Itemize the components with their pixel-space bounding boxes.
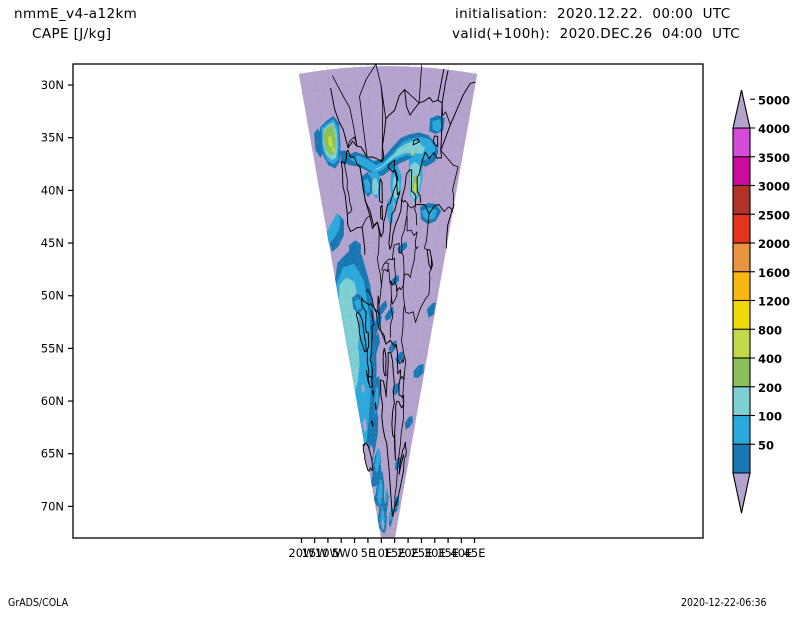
initialisation-time-label: initialisation: 2020.12.22. 00:00 UTC bbox=[455, 6, 731, 22]
x-axis-tick-label: 40E bbox=[450, 546, 472, 560]
colorbar-tick-label: 200 bbox=[758, 381, 782, 395]
y-axis-tick-label: 55N bbox=[41, 341, 64, 355]
valid-time-label: valid(+100h): 2020.DEC.26 04:00 UTC bbox=[452, 26, 741, 42]
colorbar-band bbox=[732, 386, 751, 417]
x-axis-tick-label: 5W bbox=[332, 546, 351, 560]
colorbar-band bbox=[732, 357, 751, 388]
x-axis-tick-label: 25E bbox=[410, 546, 432, 560]
colorbar-band bbox=[732, 414, 751, 446]
colorbar-tick-label: 100 bbox=[758, 410, 782, 424]
colorbar-band bbox=[732, 443, 751, 474]
variable-name-label: CAPE [J/kg] bbox=[32, 26, 112, 42]
y-axis-tick-label: 35N bbox=[41, 131, 64, 145]
colorbar-tick-label: 2000 bbox=[758, 237, 790, 251]
x-axis-tick-label: 0 bbox=[351, 546, 358, 560]
colorbar-tick-label: 3000 bbox=[758, 180, 790, 194]
colorbar-tick-label: 50 bbox=[758, 438, 774, 452]
colorbar-tick-label: 1200 bbox=[758, 295, 790, 309]
y-axis-tick-label: 50N bbox=[41, 289, 64, 303]
footer-credit: GrADS/COLA bbox=[8, 597, 69, 609]
plot-frame bbox=[72, 63, 704, 539]
x-axis-tick-label: 20W bbox=[288, 546, 314, 560]
x-axis-tick-label: 10W bbox=[315, 546, 341, 560]
colorbar-band bbox=[732, 271, 751, 302]
colorbar-tick-label: 800 bbox=[758, 323, 782, 337]
colorbar-tick-label: 1600 bbox=[758, 266, 790, 280]
y-axis-tick-label: 45N bbox=[41, 236, 64, 250]
colorbar-tick-label: 2500 bbox=[758, 208, 790, 222]
x-axis-tick-label: 15W bbox=[302, 546, 328, 560]
x-axis-tick-label: 35E bbox=[437, 546, 459, 560]
colorbar-tick-label: 400 bbox=[758, 352, 782, 366]
model-name-label: nmmE_v4-a12km bbox=[14, 6, 138, 22]
colorbar-legend: 50 100 200 400 800 1200 1600 2000 2500 3000 3500 40… bbox=[732, 89, 790, 514]
colorbar-band bbox=[732, 156, 751, 187]
colorbar-band bbox=[732, 213, 751, 244]
x-axis-tick-label: 10E bbox=[370, 546, 392, 560]
y-axis: 30N 35N 40N 45N 50N 55N 60N 65N 70N bbox=[41, 78, 73, 513]
cape-field-layer bbox=[298, 66, 478, 538]
colorbar-tick-label: 5000 bbox=[758, 93, 790, 107]
coastline-layer bbox=[330, 64, 476, 517]
x-axis-tick-label: 30E bbox=[424, 546, 446, 560]
colorbar-tick-label: 3500 bbox=[758, 151, 790, 165]
colorbar-band bbox=[732, 299, 751, 331]
footer-timestamp: 2020-12-22-06:36 bbox=[681, 597, 767, 609]
y-axis-tick-label: 60N bbox=[41, 394, 64, 408]
x-axis-tick-label: 45E bbox=[464, 546, 486, 560]
colorbar-band bbox=[732, 184, 751, 216]
y-axis-tick-label: 65N bbox=[41, 447, 64, 461]
y-axis-tick-label: 30N bbox=[41, 78, 64, 92]
x-axis-tick-label: 20E bbox=[397, 546, 419, 560]
x-axis-tick-label: 5E bbox=[361, 546, 376, 560]
colorbar-band bbox=[732, 242, 751, 273]
x-axis-tick-label: 15E bbox=[384, 546, 406, 560]
colorbar-under-arrow bbox=[732, 472, 751, 514]
colorbar-tick-label: 4000 bbox=[758, 122, 790, 136]
colorbar-band bbox=[732, 127, 751, 158]
y-axis-tick-label: 40N bbox=[41, 183, 64, 197]
y-axis-tick-label: 70N bbox=[41, 499, 64, 513]
colorbar-over-arrow bbox=[732, 89, 751, 129]
colorbar-band bbox=[732, 328, 751, 359]
